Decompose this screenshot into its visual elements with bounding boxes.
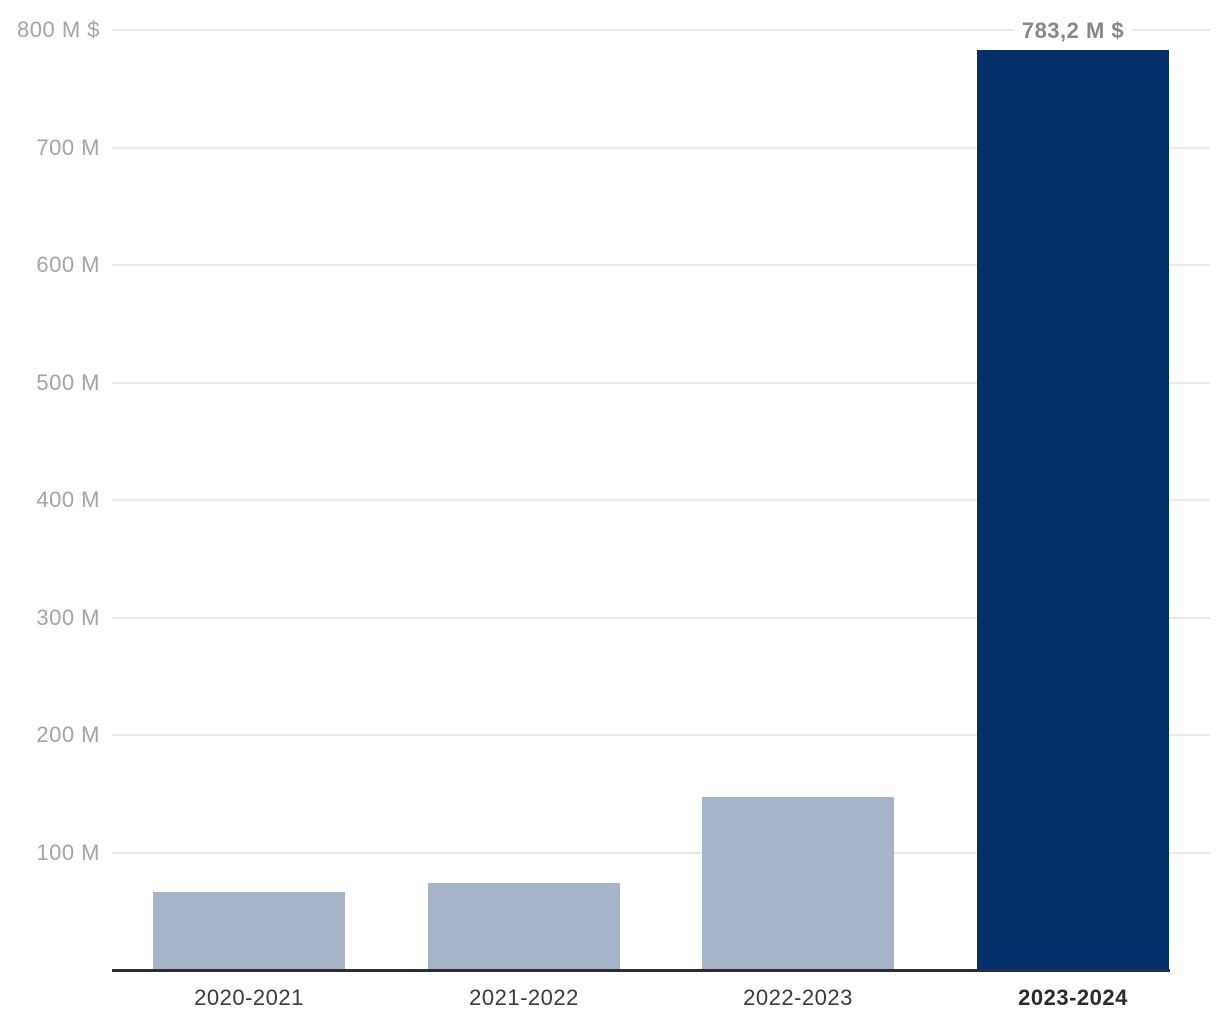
y-tick-label: 500 M [36, 370, 100, 395]
gridline-300 [112, 617, 1210, 619]
y-tick-label: 600 M [36, 252, 100, 277]
gridline-200 [112, 734, 1210, 736]
gridline-600 [112, 264, 1210, 266]
y-tick-label: 300 M [36, 605, 100, 630]
gridline-800 [112, 29, 1210, 31]
gridline-500 [112, 382, 1210, 384]
y-tick-label: 100 M [36, 840, 100, 865]
x-tick-label-2023-2024: 2023-2024 [1018, 985, 1128, 1010]
x-axis-line [112, 969, 1170, 972]
x-tick-label-2021-2022: 2021-2022 [469, 985, 579, 1010]
bar-2020-2021 [153, 892, 345, 970]
x-tick-label-2022-2023: 2022-2023 [743, 985, 853, 1010]
x-tick-label-2020-2021: 2020-2021 [194, 985, 304, 1010]
bar-value-label: 783,2 M $ [1013, 18, 1133, 44]
gridline-400 [112, 499, 1210, 501]
y-tick-label: 800 M $ [17, 17, 100, 42]
y-tick-label: 700 M [36, 135, 100, 160]
gridline-100 [112, 852, 1210, 854]
bar-2023-2024 [977, 50, 1169, 970]
y-tick-label: 400 M [36, 487, 100, 512]
bar-2021-2022 [428, 883, 620, 970]
y-tick-label: 200 M [36, 722, 100, 747]
bar-2022-2023 [702, 797, 894, 970]
gridline-700 [112, 147, 1210, 149]
